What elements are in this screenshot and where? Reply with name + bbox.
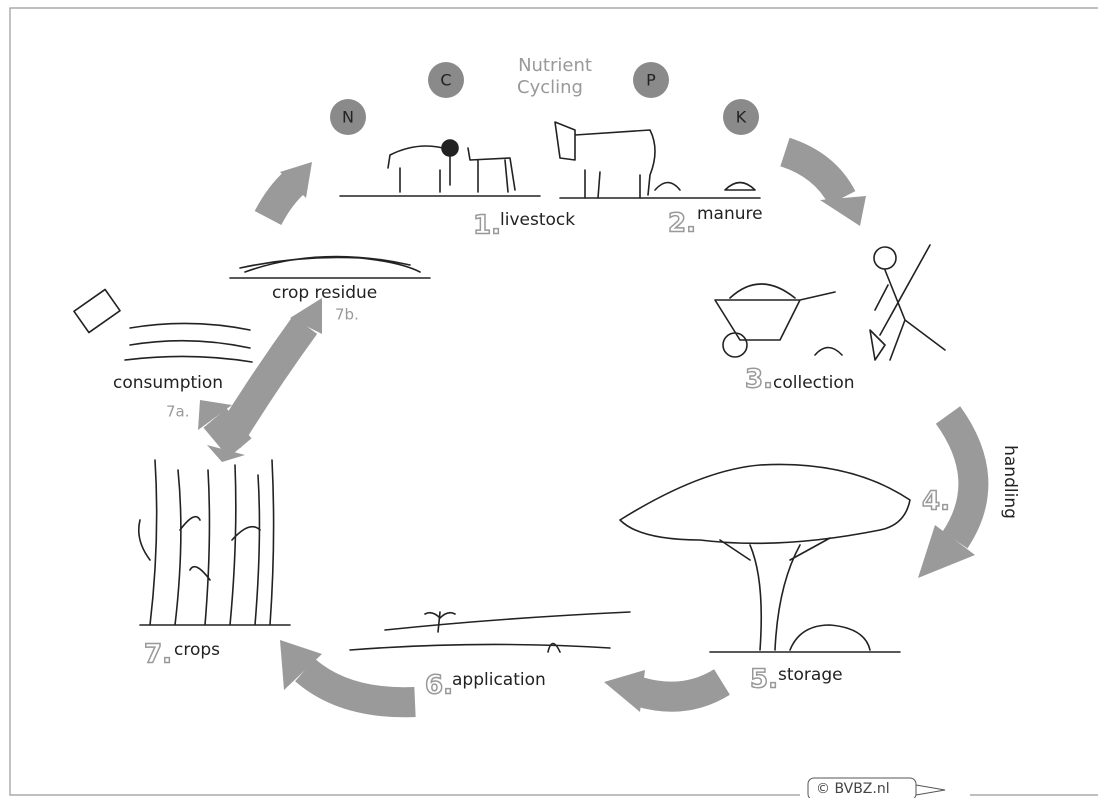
step-number: 7. — [144, 640, 172, 670]
nutrient: N — [342, 108, 354, 127]
step-label: crop residue — [272, 283, 377, 303]
step-number: 7a. — [166, 403, 190, 421]
copyright: © BVBZ.nl — [816, 781, 890, 797]
title-line: Cycling — [517, 77, 583, 98]
step-number: 1. — [473, 211, 501, 241]
nutrient: K — [736, 108, 747, 127]
step-number: 4. — [922, 487, 950, 517]
nutrient: P — [646, 71, 656, 90]
sheep-head — [442, 140, 458, 156]
diagram: Nutrient Cycling N C P K — [0, 0, 1098, 798]
step-label: application — [452, 670, 546, 690]
nutrient: C — [440, 71, 451, 90]
step-label: collection — [773, 373, 855, 393]
step-label: consumption — [113, 373, 223, 393]
step-number: 3. — [745, 365, 773, 395]
step-number: 2. — [668, 209, 696, 239]
step-label: manure — [697, 204, 763, 224]
step-number: 7b. — [335, 306, 359, 324]
step-label: livestock — [500, 210, 575, 230]
title-line: Nutrient — [518, 55, 592, 76]
step-label: handling — [1000, 445, 1020, 519]
step-number: 5. — [750, 665, 778, 695]
background — [0, 0, 1098, 798]
step-label: crops — [174, 640, 220, 660]
step-number: 6. — [425, 671, 453, 701]
step-label: storage — [778, 665, 843, 685]
arrow — [640, 682, 722, 697]
